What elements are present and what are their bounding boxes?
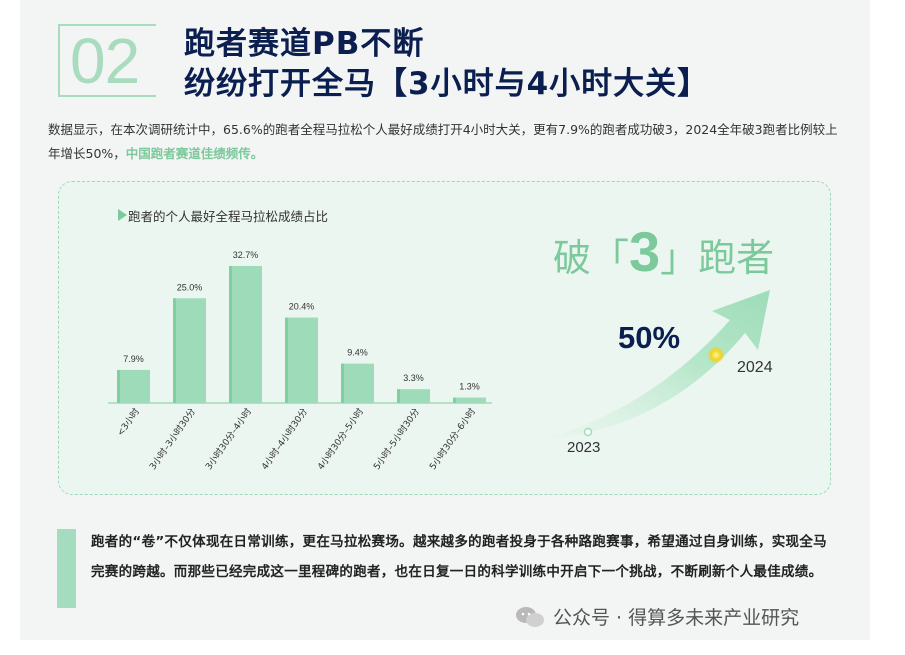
section-number: 02: [70, 25, 140, 97]
bar-edge-5: [397, 389, 400, 403]
bar-edge-4: [341, 363, 344, 403]
chart-card: [58, 181, 831, 495]
value-label-3: 20.4%: [289, 302, 315, 312]
category-label-3: 4小时–4小时30分: [259, 406, 310, 472]
bar-0: [117, 369, 150, 403]
sub3-number: 3: [629, 220, 661, 283]
sub3-suffix: 」跑者: [660, 236, 775, 280]
bars-group: 7.9% <3小时 25.0% 3小时–3小时30分 32.7% 3小时30分–4小时 20…: [108, 250, 492, 472]
section-number-frame: [58, 24, 156, 97]
bar-edge-2: [229, 266, 232, 403]
year-end-label: 2024: [737, 359, 773, 376]
value-label-5: 3.3%: [403, 373, 424, 383]
category-label-2: 3小时30分–4小时: [203, 406, 254, 472]
bar-6: [453, 397, 486, 403]
category-label-4: 4小时30分–5小时: [315, 406, 366, 472]
chart-title-text: 跑者的个人最好全程马拉松成绩占比: [128, 209, 329, 224]
bar-edge-0: [117, 369, 120, 403]
chart-title: 跑者的个人最好全程马拉松成绩占比: [118, 206, 329, 225]
title-line-2: 纷纷打开全马【3小时与4小时大关】: [184, 66, 710, 102]
value-label-2: 32.7%: [233, 250, 259, 260]
watermark-text: 公众号 · 得算多未来产业研究: [553, 607, 800, 629]
bar-5: [397, 389, 430, 403]
bar-4: [341, 363, 374, 403]
growth-arrow-shape: [540, 290, 770, 440]
category-label-1: 3小时–3小时30分: [147, 406, 198, 472]
start-dot: [583, 427, 593, 437]
value-label-4: 9.4%: [347, 348, 368, 358]
play-triangle-icon: [118, 209, 127, 221]
wechat-icon: [516, 607, 544, 627]
category-label-6: 5小时30分–6小时: [427, 406, 478, 472]
sub3-headline: 破「3」跑者: [553, 222, 774, 288]
page-title: 跑者赛道PB不断 纷纷打开全马【3小时与4小时大关】: [184, 24, 709, 104]
intro-text: 数据显示，在本次调研统计中，65.6%的跑者全程马拉松个人最好成绩打开4小时大关…: [48, 122, 838, 161]
value-label-1: 25.0%: [177, 282, 203, 292]
category-label-5: 5小时–5小时30分: [371, 406, 422, 472]
bar-3: [285, 317, 318, 403]
category-label-0: <3小时: [114, 406, 142, 439]
bar-edge-3: [285, 317, 288, 403]
year-start-label: 2023: [567, 439, 601, 456]
quote-accent-bar: [57, 529, 76, 608]
intro-highlight: 中国跑者赛道佳绩频传。: [125, 146, 264, 161]
growth-percent: 50%: [618, 320, 681, 355]
highlight-dot: [708, 347, 724, 363]
title-line-1: 跑者赛道PB不断: [184, 26, 425, 62]
intro-paragraph: 数据显示，在本次调研统计中，65.6%的跑者全程马拉松个人最好成绩打开4小时大关…: [48, 118, 848, 166]
sub3-prefix: 破「: [553, 236, 630, 280]
bar-edge-1: [173, 298, 176, 403]
quote-paragraph: 跑者的“卷”不仅体现在日常训练，更在马拉松赛场。越来越多的跑者投身于各种路跑赛事…: [91, 534, 827, 580]
bar-2: [229, 266, 262, 403]
bar-edge-6: [453, 397, 456, 403]
value-label-0: 7.9%: [123, 354, 144, 364]
growth-arrow: [540, 290, 770, 440]
bar-1: [173, 298, 206, 403]
value-label-6: 1.3%: [459, 382, 480, 392]
